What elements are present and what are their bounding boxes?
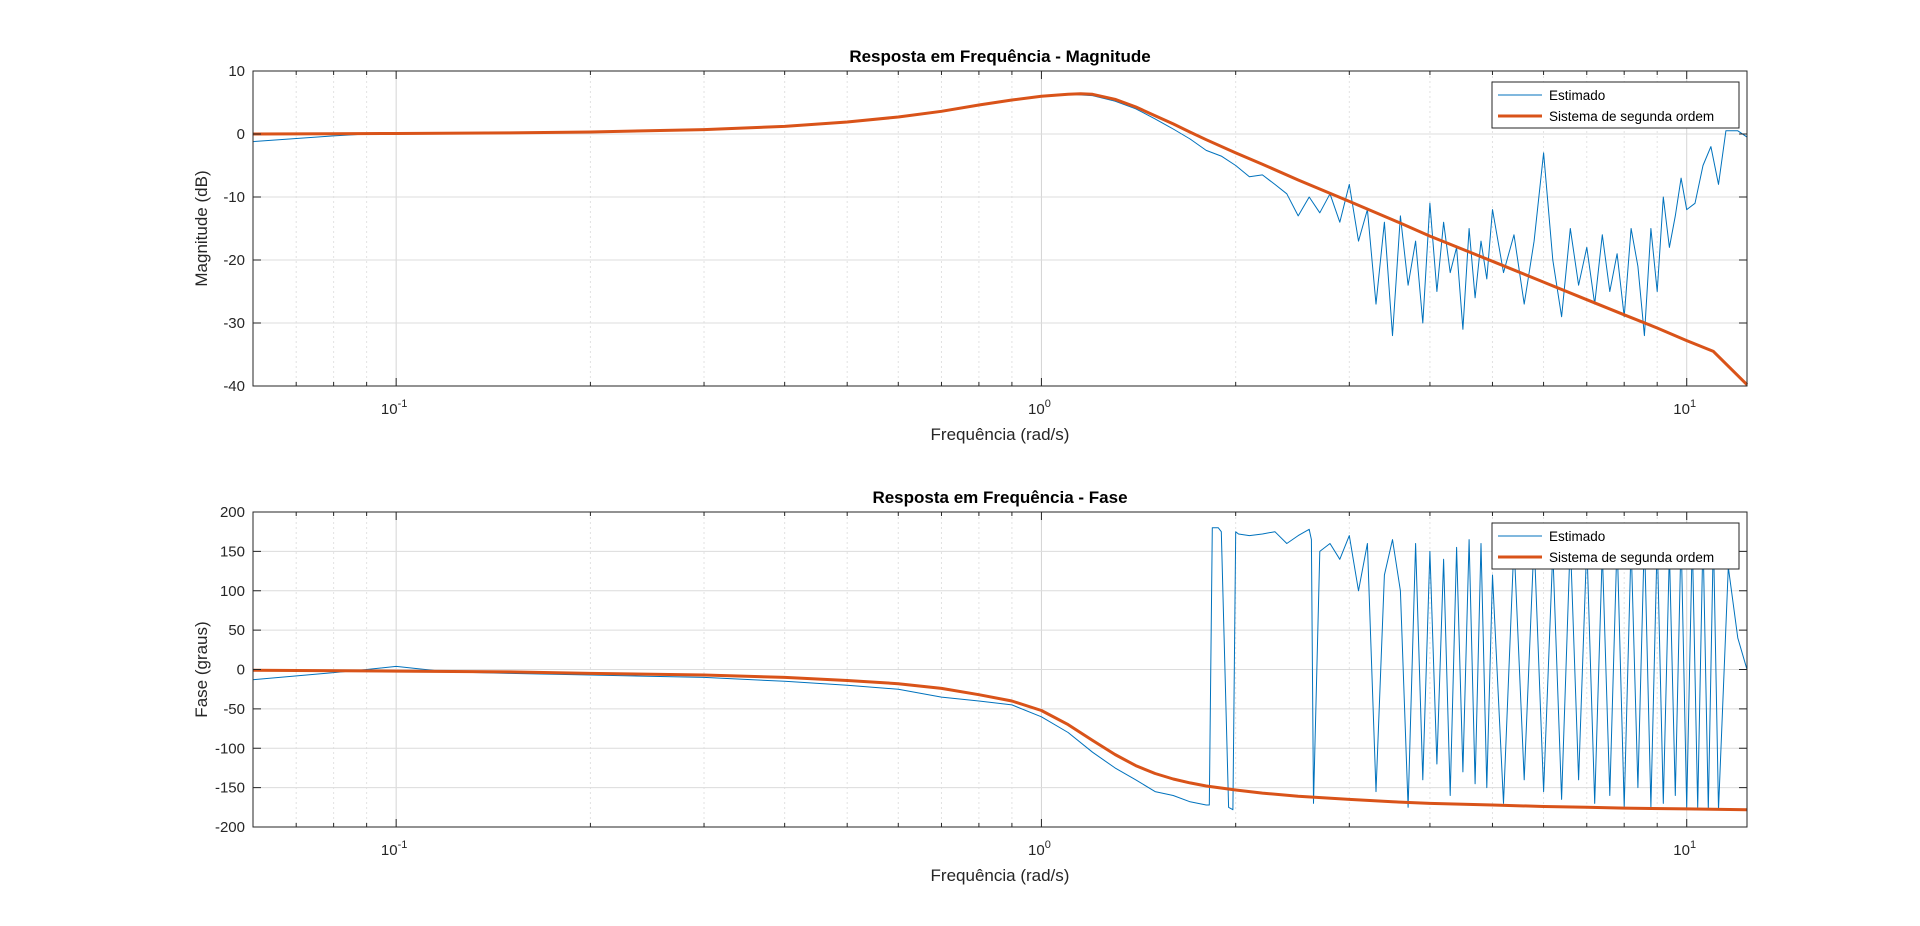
series-line-segunda-ordem	[252, 92, 1749, 386]
series-line-segunda-ordem	[252, 668, 1748, 812]
x-tick-label: 101	[1673, 398, 1696, 418]
y-tick-label: -200	[215, 819, 245, 836]
x-axis-label: Frequência (rad/s)	[931, 866, 1070, 885]
x-tick-label: 100	[1028, 839, 1051, 859]
y-tick-label: -20	[223, 252, 245, 269]
y-tick-label: -150	[215, 780, 245, 797]
x-axis-label: Frequência (rad/s)	[931, 425, 1070, 444]
x-tick-label: 101	[1673, 839, 1696, 859]
chart-title: Resposta em Frequência - Magnitude	[849, 47, 1150, 66]
legend-label: Estimado	[1549, 529, 1605, 544]
y-tick-label: 150	[220, 543, 245, 560]
phase-axes: 200 150 100 50 0 -50 -100 -150 -200 10-1 100 101 Res…	[192, 488, 1748, 885]
legend-label: Sistema de segunda ordem	[1549, 550, 1714, 565]
y-axis-label: Fase (graus)	[192, 621, 211, 717]
y-tick-label: 0	[237, 662, 245, 679]
x-tick-label: 10-1	[381, 398, 407, 418]
axes-box	[252, 70, 1748, 387]
y-tick-label: -100	[215, 740, 245, 757]
y-tick-label: 100	[220, 583, 245, 600]
x-tick-label: 100	[1028, 398, 1051, 418]
y-tick-label: -50	[223, 701, 245, 718]
x-tick-label: 10-1	[381, 839, 407, 859]
legend: Estimado Sistema de segunda ordem	[1491, 522, 1740, 570]
legend: Estimado Sistema de segunda ordem	[1491, 81, 1740, 129]
y-tick-label: 0	[237, 126, 245, 143]
y-tick-label: -40	[223, 378, 245, 395]
y-tick-label: 10	[228, 63, 245, 80]
legend-box	[1491, 81, 1740, 129]
legend-label: Sistema de segunda ordem	[1549, 109, 1714, 124]
legend-label: Estimado	[1549, 88, 1605, 103]
y-tick-label: -10	[223, 189, 245, 206]
chart-title: Resposta em Frequência - Fase	[872, 488, 1127, 507]
y-axis-label: Magnitude (dB)	[192, 170, 211, 286]
y-tick-label: 200	[220, 504, 245, 521]
y-tick-label: -30	[223, 315, 245, 332]
legend-box	[1491, 522, 1740, 570]
y-tick-label: 50	[228, 622, 245, 639]
